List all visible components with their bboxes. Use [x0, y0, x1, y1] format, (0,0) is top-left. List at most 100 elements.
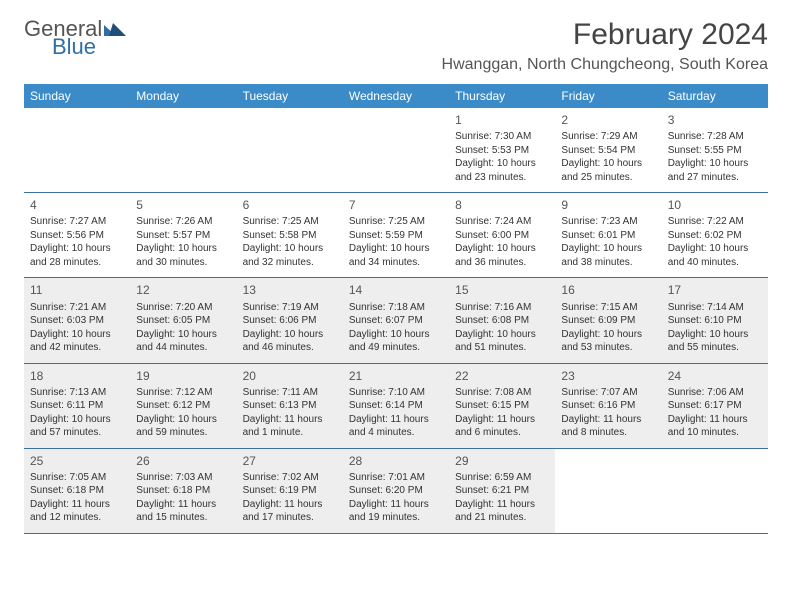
- day-cell: 2Sunrise: 7:29 AMSunset: 5:54 PMDaylight…: [555, 108, 661, 192]
- day-cell: 18Sunrise: 7:13 AMSunset: 6:11 PMDayligh…: [24, 364, 130, 448]
- day-sr: Sunrise: 7:23 AM: [561, 215, 655, 229]
- day-d1: Daylight: 10 hours: [668, 157, 762, 171]
- day-d2: and 30 minutes.: [136, 256, 230, 270]
- day-cell: 20Sunrise: 7:11 AMSunset: 6:13 PMDayligh…: [237, 364, 343, 448]
- day-d2: and 57 minutes.: [30, 426, 124, 440]
- day-cell: 11Sunrise: 7:21 AMSunset: 6:03 PMDayligh…: [24, 278, 130, 362]
- day-d2: and 55 minutes.: [668, 341, 762, 355]
- day-cell: 3Sunrise: 7:28 AMSunset: 5:55 PMDaylight…: [662, 108, 768, 192]
- day-d1: Daylight: 11 hours: [668, 413, 762, 427]
- day-number: 29: [455, 453, 549, 469]
- day-d1: Daylight: 10 hours: [561, 157, 655, 171]
- day-d1: Daylight: 10 hours: [30, 328, 124, 342]
- day-cell: [662, 449, 768, 533]
- day-d1: Daylight: 10 hours: [668, 328, 762, 342]
- day-number: 17: [668, 282, 762, 298]
- day-sr: Sunrise: 7:10 AM: [349, 386, 443, 400]
- day-number: 28: [349, 453, 443, 469]
- day-ss: Sunset: 5:56 PM: [30, 229, 124, 243]
- location: Hwanggan, North Chungcheong, South Korea: [442, 56, 768, 74]
- day-ss: Sunset: 6:16 PM: [561, 399, 655, 413]
- day-cell: [555, 449, 661, 533]
- day-ss: Sunset: 6:01 PM: [561, 229, 655, 243]
- day-cell: 14Sunrise: 7:18 AMSunset: 6:07 PMDayligh…: [343, 278, 449, 362]
- day-cell: 6Sunrise: 7:25 AMSunset: 5:58 PMDaylight…: [237, 193, 343, 277]
- day-ss: Sunset: 5:55 PM: [668, 144, 762, 158]
- day-sr: Sunrise: 7:26 AM: [136, 215, 230, 229]
- dow-monday: Monday: [130, 84, 236, 108]
- day-number: 9: [561, 197, 655, 213]
- day-sr: Sunrise: 7:11 AM: [243, 386, 337, 400]
- day-sr: Sunrise: 7:14 AM: [668, 301, 762, 315]
- day-cell: 23Sunrise: 7:07 AMSunset: 6:16 PMDayligh…: [555, 364, 661, 448]
- dow-wednesday: Wednesday: [343, 84, 449, 108]
- day-d1: Daylight: 10 hours: [30, 413, 124, 427]
- day-sr: Sunrise: 7:19 AM: [243, 301, 337, 315]
- day-d1: Daylight: 11 hours: [136, 498, 230, 512]
- day-sr: Sunrise: 7:20 AM: [136, 301, 230, 315]
- day-cell: 28Sunrise: 7:01 AMSunset: 6:20 PMDayligh…: [343, 449, 449, 533]
- day-cell: 24Sunrise: 7:06 AMSunset: 6:17 PMDayligh…: [662, 364, 768, 448]
- day-d2: and 25 minutes.: [561, 171, 655, 185]
- day-d1: Daylight: 11 hours: [455, 498, 549, 512]
- header: GeneralBlue February 2024 Hwanggan, Nort…: [24, 18, 768, 74]
- day-cell: 9Sunrise: 7:23 AMSunset: 6:01 PMDaylight…: [555, 193, 661, 277]
- day-number: 22: [455, 368, 549, 384]
- week-row: 4Sunrise: 7:27 AMSunset: 5:56 PMDaylight…: [24, 193, 768, 278]
- day-d2: and 36 minutes.: [455, 256, 549, 270]
- day-cell: 7Sunrise: 7:25 AMSunset: 5:59 PMDaylight…: [343, 193, 449, 277]
- day-ss: Sunset: 6:18 PM: [136, 484, 230, 498]
- day-number: 4: [30, 197, 124, 213]
- day-d2: and 46 minutes.: [243, 341, 337, 355]
- day-d1: Daylight: 10 hours: [136, 242, 230, 256]
- day-cell: 5Sunrise: 7:26 AMSunset: 5:57 PMDaylight…: [130, 193, 236, 277]
- day-d1: Daylight: 11 hours: [243, 413, 337, 427]
- day-ss: Sunset: 6:08 PM: [455, 314, 549, 328]
- day-d1: Daylight: 10 hours: [243, 242, 337, 256]
- logo-text-2: Blue: [52, 36, 126, 58]
- day-d1: Daylight: 10 hours: [136, 328, 230, 342]
- calendar: Sunday Monday Tuesday Wednesday Thursday…: [24, 84, 768, 534]
- day-number: 13: [243, 282, 337, 298]
- day-number: 25: [30, 453, 124, 469]
- week-row: 25Sunrise: 7:05 AMSunset: 6:18 PMDayligh…: [24, 449, 768, 534]
- day-number: 24: [668, 368, 762, 384]
- day-d1: Daylight: 10 hours: [668, 242, 762, 256]
- day-d2: and 42 minutes.: [30, 341, 124, 355]
- day-d2: and 59 minutes.: [136, 426, 230, 440]
- logo: GeneralBlue: [24, 18, 126, 58]
- dow-thursday: Thursday: [449, 84, 555, 108]
- day-sr: Sunrise: 7:22 AM: [668, 215, 762, 229]
- day-d1: Daylight: 11 hours: [30, 498, 124, 512]
- day-cell: 1Sunrise: 7:30 AMSunset: 5:53 PMDaylight…: [449, 108, 555, 192]
- day-d2: and 44 minutes.: [136, 341, 230, 355]
- day-d2: and 23 minutes.: [455, 171, 549, 185]
- day-sr: Sunrise: 7:25 AM: [243, 215, 337, 229]
- day-cell: [237, 108, 343, 192]
- day-sr: Sunrise: 7:16 AM: [455, 301, 549, 315]
- day-number: 14: [349, 282, 443, 298]
- day-d2: and 49 minutes.: [349, 341, 443, 355]
- day-number: 20: [243, 368, 337, 384]
- day-number: 23: [561, 368, 655, 384]
- day-cell: 4Sunrise: 7:27 AMSunset: 5:56 PMDaylight…: [24, 193, 130, 277]
- day-d1: Daylight: 11 hours: [349, 413, 443, 427]
- day-ss: Sunset: 6:19 PM: [243, 484, 337, 498]
- day-ss: Sunset: 6:15 PM: [455, 399, 549, 413]
- day-ss: Sunset: 6:10 PM: [668, 314, 762, 328]
- day-ss: Sunset: 6:12 PM: [136, 399, 230, 413]
- day-d2: and 28 minutes.: [30, 256, 124, 270]
- day-number: 16: [561, 282, 655, 298]
- day-d2: and 6 minutes.: [455, 426, 549, 440]
- day-ss: Sunset: 6:06 PM: [243, 314, 337, 328]
- day-ss: Sunset: 5:58 PM: [243, 229, 337, 243]
- day-ss: Sunset: 6:18 PM: [30, 484, 124, 498]
- day-sr: Sunrise: 7:12 AM: [136, 386, 230, 400]
- day-cell: [343, 108, 449, 192]
- day-d1: Daylight: 10 hours: [30, 242, 124, 256]
- day-d2: and 40 minutes.: [668, 256, 762, 270]
- day-number: 7: [349, 197, 443, 213]
- day-number: 12: [136, 282, 230, 298]
- day-d2: and 17 minutes.: [243, 511, 337, 525]
- dow-friday: Friday: [555, 84, 661, 108]
